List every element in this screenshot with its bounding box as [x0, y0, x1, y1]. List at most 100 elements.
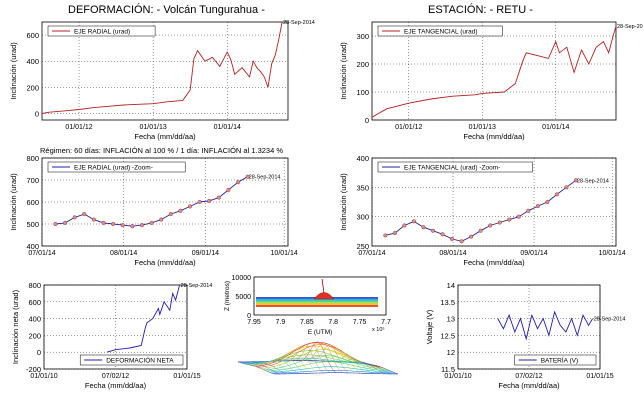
plot-area: [41, 21, 289, 121]
y-tick-label: 12: [447, 348, 455, 357]
data-point: [130, 224, 135, 229]
data-point: [545, 199, 550, 204]
chart-model: 0 5000 10000 7.95 7.9 7.85 7.8 7.75 7.7 E (UTM) x …: [224, 275, 391, 336]
data-point: [197, 199, 202, 204]
mesh-line: [293, 342, 330, 373]
legend-label: EJE TANGENCIAL (urad) -Zoom-: [404, 165, 500, 172]
y-tick-label: 0: [365, 116, 369, 125]
mesh-line: [250, 361, 287, 374]
x-axis-label: Fecha (mm/dd/aa): [134, 132, 196, 141]
y-tick-label: 300: [356, 213, 369, 222]
y-axis-label: Inclinación (urad): [339, 173, 348, 231]
series-line: [497, 310, 593, 341]
mesh-line: [262, 358, 299, 374]
y-tick-label: 250: [356, 242, 369, 251]
y-tick-label: 400: [28, 315, 41, 324]
y-tick-label: 300: [356, 32, 369, 41]
mesh-line: [318, 347, 355, 374]
legend-label: EJE RADIAL (urad) -Zoom-: [74, 165, 153, 172]
data-point: [111, 221, 116, 226]
data-point: [497, 220, 502, 225]
x-tick-label: 01/01/14: [542, 124, 569, 131]
x-tick-label: 7.7: [381, 319, 391, 326]
mesh-line: [268, 355, 306, 374]
data-point: [168, 212, 173, 217]
x-tick-label: 01/01/12: [65, 124, 92, 131]
surface-band: [256, 301, 378, 304]
legend-label: DEFORMACIÓN NETA: [106, 356, 174, 365]
data-point: [139, 223, 144, 228]
data-point: [469, 234, 474, 239]
mesh-line: [281, 347, 318, 374]
legend-box: [47, 25, 156, 37]
chart-radial_zoom: 400 500 600 700 800 07/01/14 08/01/14 09/01/14 1…: [9, 154, 298, 267]
y-tick-label: 350: [356, 183, 369, 192]
legend-label: BATERÍA (V): [541, 356, 578, 365]
x-axis-label: Fecha (mm/dd/aa): [463, 258, 525, 267]
data-point: [72, 215, 77, 220]
surface-band: [256, 305, 378, 307]
x-axis-label: E (UTM): [308, 329, 333, 336]
data-point: [149, 220, 154, 225]
regime-text: Régimen: 60 días: INFLACIÓN al 100 % / 1…: [40, 146, 284, 155]
mesh-line: [237, 361, 275, 375]
x-tick-label: 07/02/12: [515, 373, 542, 380]
y-tick-label: 400: [26, 57, 39, 66]
y-tick-label: 13.5: [440, 298, 455, 307]
y-axis-label: Inclinación (urad): [9, 42, 18, 100]
chart-tangencial_zoom: 250 300 350 400 07/01/14 08/01/14 09/01/14 10/0…: [339, 154, 626, 267]
x-tick-label: 10/01/14: [599, 250, 626, 257]
mesh-line: [287, 344, 324, 374]
x-axis-label: Fecha (mm/dd/aa): [85, 381, 147, 390]
data-point: [573, 178, 578, 183]
data-point: [236, 180, 241, 185]
x-tick-label: 01/01/10: [30, 373, 57, 380]
data-point: [159, 217, 164, 222]
chart-tangencial: 0 100 200 300 01/01/12 01/01/13 01/01/14 Fecha …: [339, 21, 643, 141]
end-date-label: 28-Sep-2014: [577, 178, 609, 184]
x-tick-label: 08/01/14: [439, 250, 466, 257]
data-point: [450, 236, 455, 241]
end-date-label: 28-Sep-2014: [594, 317, 626, 323]
data-point: [459, 239, 464, 244]
y-tick-label: 500: [26, 220, 39, 229]
chart-bateria: 11.5 12 12.5 13 13.5 14 01/01/10 07/02/12 01/01/…: [425, 281, 625, 390]
mesh-line: [306, 342, 343, 373]
data-point: [207, 198, 212, 203]
mesh-line: [337, 358, 374, 374]
data-point: [226, 187, 231, 192]
legend-box: [377, 25, 503, 37]
y-axis-label: Inclinación neta (urad): [11, 289, 20, 364]
x-tick-label: 09/01/14: [192, 250, 219, 257]
end-date-label: 28-Sep-2014: [283, 20, 315, 26]
legend-label: EJE TANGENCIAL (urad): [404, 29, 478, 36]
data-point: [120, 223, 125, 228]
y-tick-label: 5000: [235, 294, 251, 301]
x-tick-label: 07/01/14: [28, 250, 55, 257]
y-axis-label: Z (metros): [224, 281, 231, 311]
y-tick-label: 0: [247, 313, 251, 320]
data-point: [63, 220, 68, 225]
y-axis-label: Inclinación (urad): [339, 42, 348, 100]
y-tick-label: 10000: [232, 275, 252, 282]
chart-radial: 0 200 400 600 01/01/12 01/01/13 01/01/14 Fecha …: [9, 20, 315, 141]
data-point: [554, 192, 559, 197]
x-tick-label: 7.95: [247, 319, 261, 326]
surface-band: [256, 300, 378, 303]
data-point: [526, 208, 531, 213]
y-tick-label: 200: [356, 60, 369, 69]
x-tick-label: 09/01/14: [520, 250, 547, 257]
x-tick-label: 01/01/14: [214, 124, 241, 131]
x-tick-label: 7.75: [353, 319, 367, 326]
x-tick-label: 10/01/14: [271, 250, 298, 257]
y-tick-label: 200: [26, 83, 39, 92]
data-point: [411, 219, 416, 224]
source-marker: [321, 278, 325, 294]
data-point: [101, 220, 106, 225]
y-tick-label: 200: [28, 331, 41, 340]
y-tick-label: 600: [28, 298, 41, 307]
deformation-peak: [313, 292, 335, 300]
y-tick-label: 0: [37, 348, 41, 357]
plot-area: [371, 157, 617, 247]
